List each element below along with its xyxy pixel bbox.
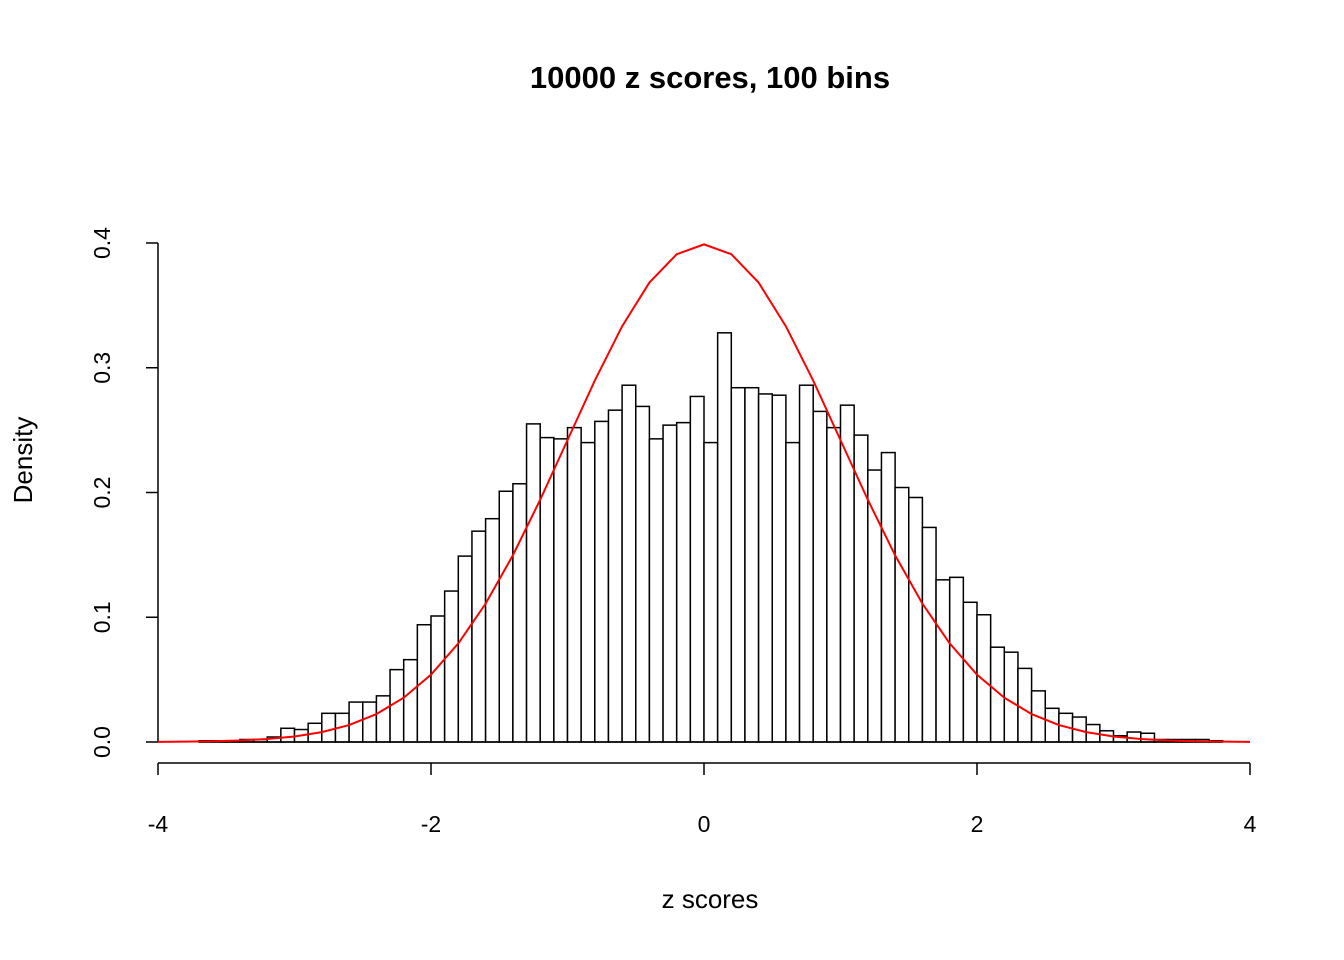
bar bbox=[566, 426, 582, 743]
bar bbox=[935, 579, 951, 743]
y-tick-label: 0.2 bbox=[89, 477, 115, 509]
bar bbox=[675, 421, 692, 743]
bar bbox=[744, 386, 760, 743]
bar bbox=[621, 384, 637, 743]
bar bbox=[989, 646, 1006, 743]
bar bbox=[826, 426, 842, 743]
bar bbox=[484, 517, 501, 743]
x-tick-label: -4 bbox=[148, 811, 169, 837]
bar bbox=[976, 614, 992, 743]
bar bbox=[321, 712, 337, 743]
bar bbox=[716, 332, 733, 743]
y-tick-label: 0.0 bbox=[89, 726, 115, 758]
bar bbox=[853, 434, 869, 743]
bar bbox=[553, 438, 569, 743]
bar bbox=[402, 658, 419, 743]
bar bbox=[880, 451, 896, 743]
bar bbox=[894, 486, 910, 743]
y-tick-label: 0.4 bbox=[89, 227, 115, 259]
bar bbox=[457, 555, 473, 743]
bar bbox=[362, 701, 378, 743]
bar bbox=[771, 394, 787, 743]
density-curve bbox=[157, 243, 1251, 743]
bar bbox=[1003, 651, 1019, 743]
bar bbox=[648, 438, 664, 743]
bar bbox=[867, 469, 883, 743]
bar bbox=[635, 405, 651, 743]
bar bbox=[785, 441, 801, 743]
bar bbox=[798, 384, 814, 743]
x-axis-label: z scores bbox=[662, 884, 759, 914]
bar bbox=[689, 395, 705, 743]
x-tick-label: -2 bbox=[421, 811, 441, 837]
bar bbox=[812, 410, 828, 743]
x-tick-label: 2 bbox=[971, 811, 984, 837]
y-axis-label: Density bbox=[8, 417, 38, 504]
bar bbox=[512, 483, 528, 743]
bar bbox=[607, 409, 623, 743]
bar bbox=[498, 490, 514, 743]
bar bbox=[280, 727, 296, 743]
bar bbox=[430, 615, 446, 743]
bar bbox=[580, 441, 596, 743]
bar bbox=[594, 420, 610, 743]
bar bbox=[375, 695, 391, 743]
y-tick-label: 0.3 bbox=[89, 352, 115, 384]
bar bbox=[757, 393, 773, 743]
bar bbox=[908, 496, 924, 743]
bar bbox=[443, 590, 460, 743]
bar bbox=[662, 424, 678, 743]
bar bbox=[1017, 667, 1033, 743]
y-tick-label: 0.1 bbox=[89, 601, 115, 633]
bar bbox=[948, 576, 965, 743]
x-tick-label: 4 bbox=[1244, 811, 1257, 837]
bar bbox=[471, 530, 487, 743]
bar bbox=[525, 423, 541, 743]
bar bbox=[703, 441, 719, 743]
chart-title: 10000 z scores, 100 bins bbox=[530, 60, 890, 95]
bar bbox=[1140, 732, 1156, 743]
bar bbox=[921, 526, 937, 743]
x-tick-label: 0 bbox=[698, 811, 711, 837]
bar bbox=[730, 386, 746, 743]
